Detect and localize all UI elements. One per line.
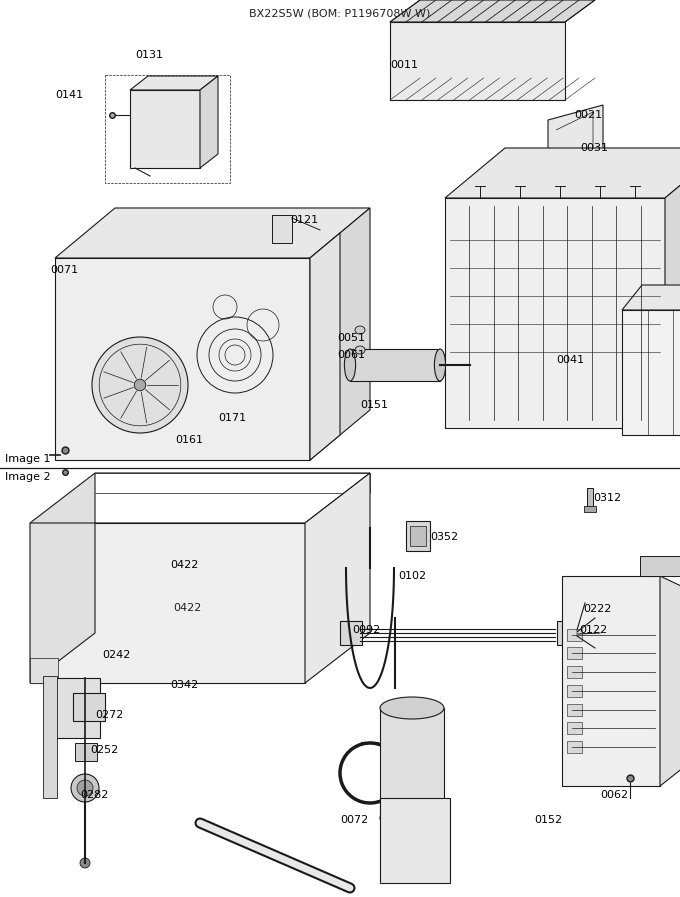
Polygon shape — [562, 576, 660, 786]
Bar — [567, 648, 582, 659]
Text: 0342: 0342 — [170, 680, 199, 690]
Bar — [567, 741, 582, 753]
Polygon shape — [55, 258, 310, 460]
Polygon shape — [622, 285, 680, 310]
Bar — [406, 521, 430, 551]
Ellipse shape — [355, 346, 365, 354]
Text: 0102: 0102 — [398, 571, 426, 581]
Polygon shape — [30, 523, 305, 683]
Polygon shape — [55, 678, 100, 738]
Polygon shape — [665, 148, 680, 428]
Bar — [567, 722, 582, 735]
Polygon shape — [548, 105, 603, 190]
Text: 0041: 0041 — [556, 355, 584, 365]
Text: 0171: 0171 — [218, 413, 246, 423]
Text: 0031: 0031 — [580, 143, 608, 153]
Ellipse shape — [435, 349, 445, 381]
Text: 0422: 0422 — [170, 560, 199, 570]
Circle shape — [80, 858, 90, 868]
Text: 0122: 0122 — [579, 625, 607, 635]
Bar — [567, 629, 582, 640]
Text: 0161: 0161 — [175, 435, 203, 445]
Bar — [587, 488, 593, 510]
Text: 0061: 0061 — [337, 350, 365, 360]
Text: 0131: 0131 — [135, 50, 163, 60]
Bar — [567, 685, 582, 697]
Ellipse shape — [344, 349, 356, 381]
Circle shape — [77, 780, 93, 796]
Circle shape — [134, 379, 146, 391]
Bar — [350, 349, 440, 381]
Text: 0152: 0152 — [534, 815, 562, 825]
Text: 0272: 0272 — [95, 710, 123, 720]
Bar — [410, 526, 426, 546]
Polygon shape — [622, 310, 680, 435]
Text: 0062: 0062 — [600, 790, 628, 800]
Bar — [75, 743, 97, 761]
Text: 0222: 0222 — [583, 604, 611, 614]
Ellipse shape — [380, 697, 444, 719]
Circle shape — [92, 337, 188, 433]
Text: 0092: 0092 — [352, 625, 380, 635]
Bar — [567, 666, 582, 678]
Bar — [73, 693, 105, 721]
Text: BX22S5W (BOM: P1196708W W): BX22S5W (BOM: P1196708W W) — [250, 8, 430, 18]
Bar — [557, 621, 579, 645]
Text: 0312: 0312 — [593, 493, 621, 503]
Text: 0121: 0121 — [290, 215, 318, 225]
Bar — [640, 556, 680, 576]
Polygon shape — [390, 0, 595, 22]
Bar — [567, 704, 582, 716]
Polygon shape — [660, 576, 680, 786]
Text: 0242: 0242 — [102, 650, 131, 660]
Polygon shape — [43, 676, 57, 798]
Polygon shape — [30, 658, 58, 683]
Bar — [105, 75, 230, 183]
Polygon shape — [445, 198, 665, 428]
Polygon shape — [380, 798, 450, 883]
Polygon shape — [130, 76, 218, 90]
Polygon shape — [310, 233, 340, 460]
Bar — [272, 215, 292, 243]
Text: 0282: 0282 — [80, 790, 108, 800]
Polygon shape — [200, 76, 218, 168]
Text: 0011: 0011 — [390, 60, 418, 70]
Text: 0021: 0021 — [574, 110, 602, 120]
Polygon shape — [55, 208, 370, 258]
Polygon shape — [30, 473, 95, 683]
Ellipse shape — [380, 807, 444, 829]
Text: 0072: 0072 — [340, 815, 369, 825]
Text: 0051: 0051 — [337, 333, 365, 343]
Polygon shape — [390, 22, 565, 100]
Text: 0141: 0141 — [55, 90, 83, 100]
Text: 0352: 0352 — [430, 532, 458, 542]
Text: Image 1: Image 1 — [5, 454, 50, 464]
Polygon shape — [130, 90, 200, 168]
Text: 0151: 0151 — [360, 400, 388, 410]
Text: 0422: 0422 — [173, 603, 202, 613]
Text: 0071: 0071 — [50, 265, 78, 275]
Bar — [380, 708, 444, 818]
Ellipse shape — [355, 326, 365, 334]
Polygon shape — [445, 148, 680, 198]
Polygon shape — [305, 473, 370, 683]
Bar — [584, 506, 596, 512]
Text: Image 2: Image 2 — [5, 472, 50, 482]
Bar — [340, 621, 362, 645]
Polygon shape — [310, 208, 370, 460]
Text: 0252: 0252 — [90, 745, 118, 755]
Circle shape — [71, 774, 99, 802]
